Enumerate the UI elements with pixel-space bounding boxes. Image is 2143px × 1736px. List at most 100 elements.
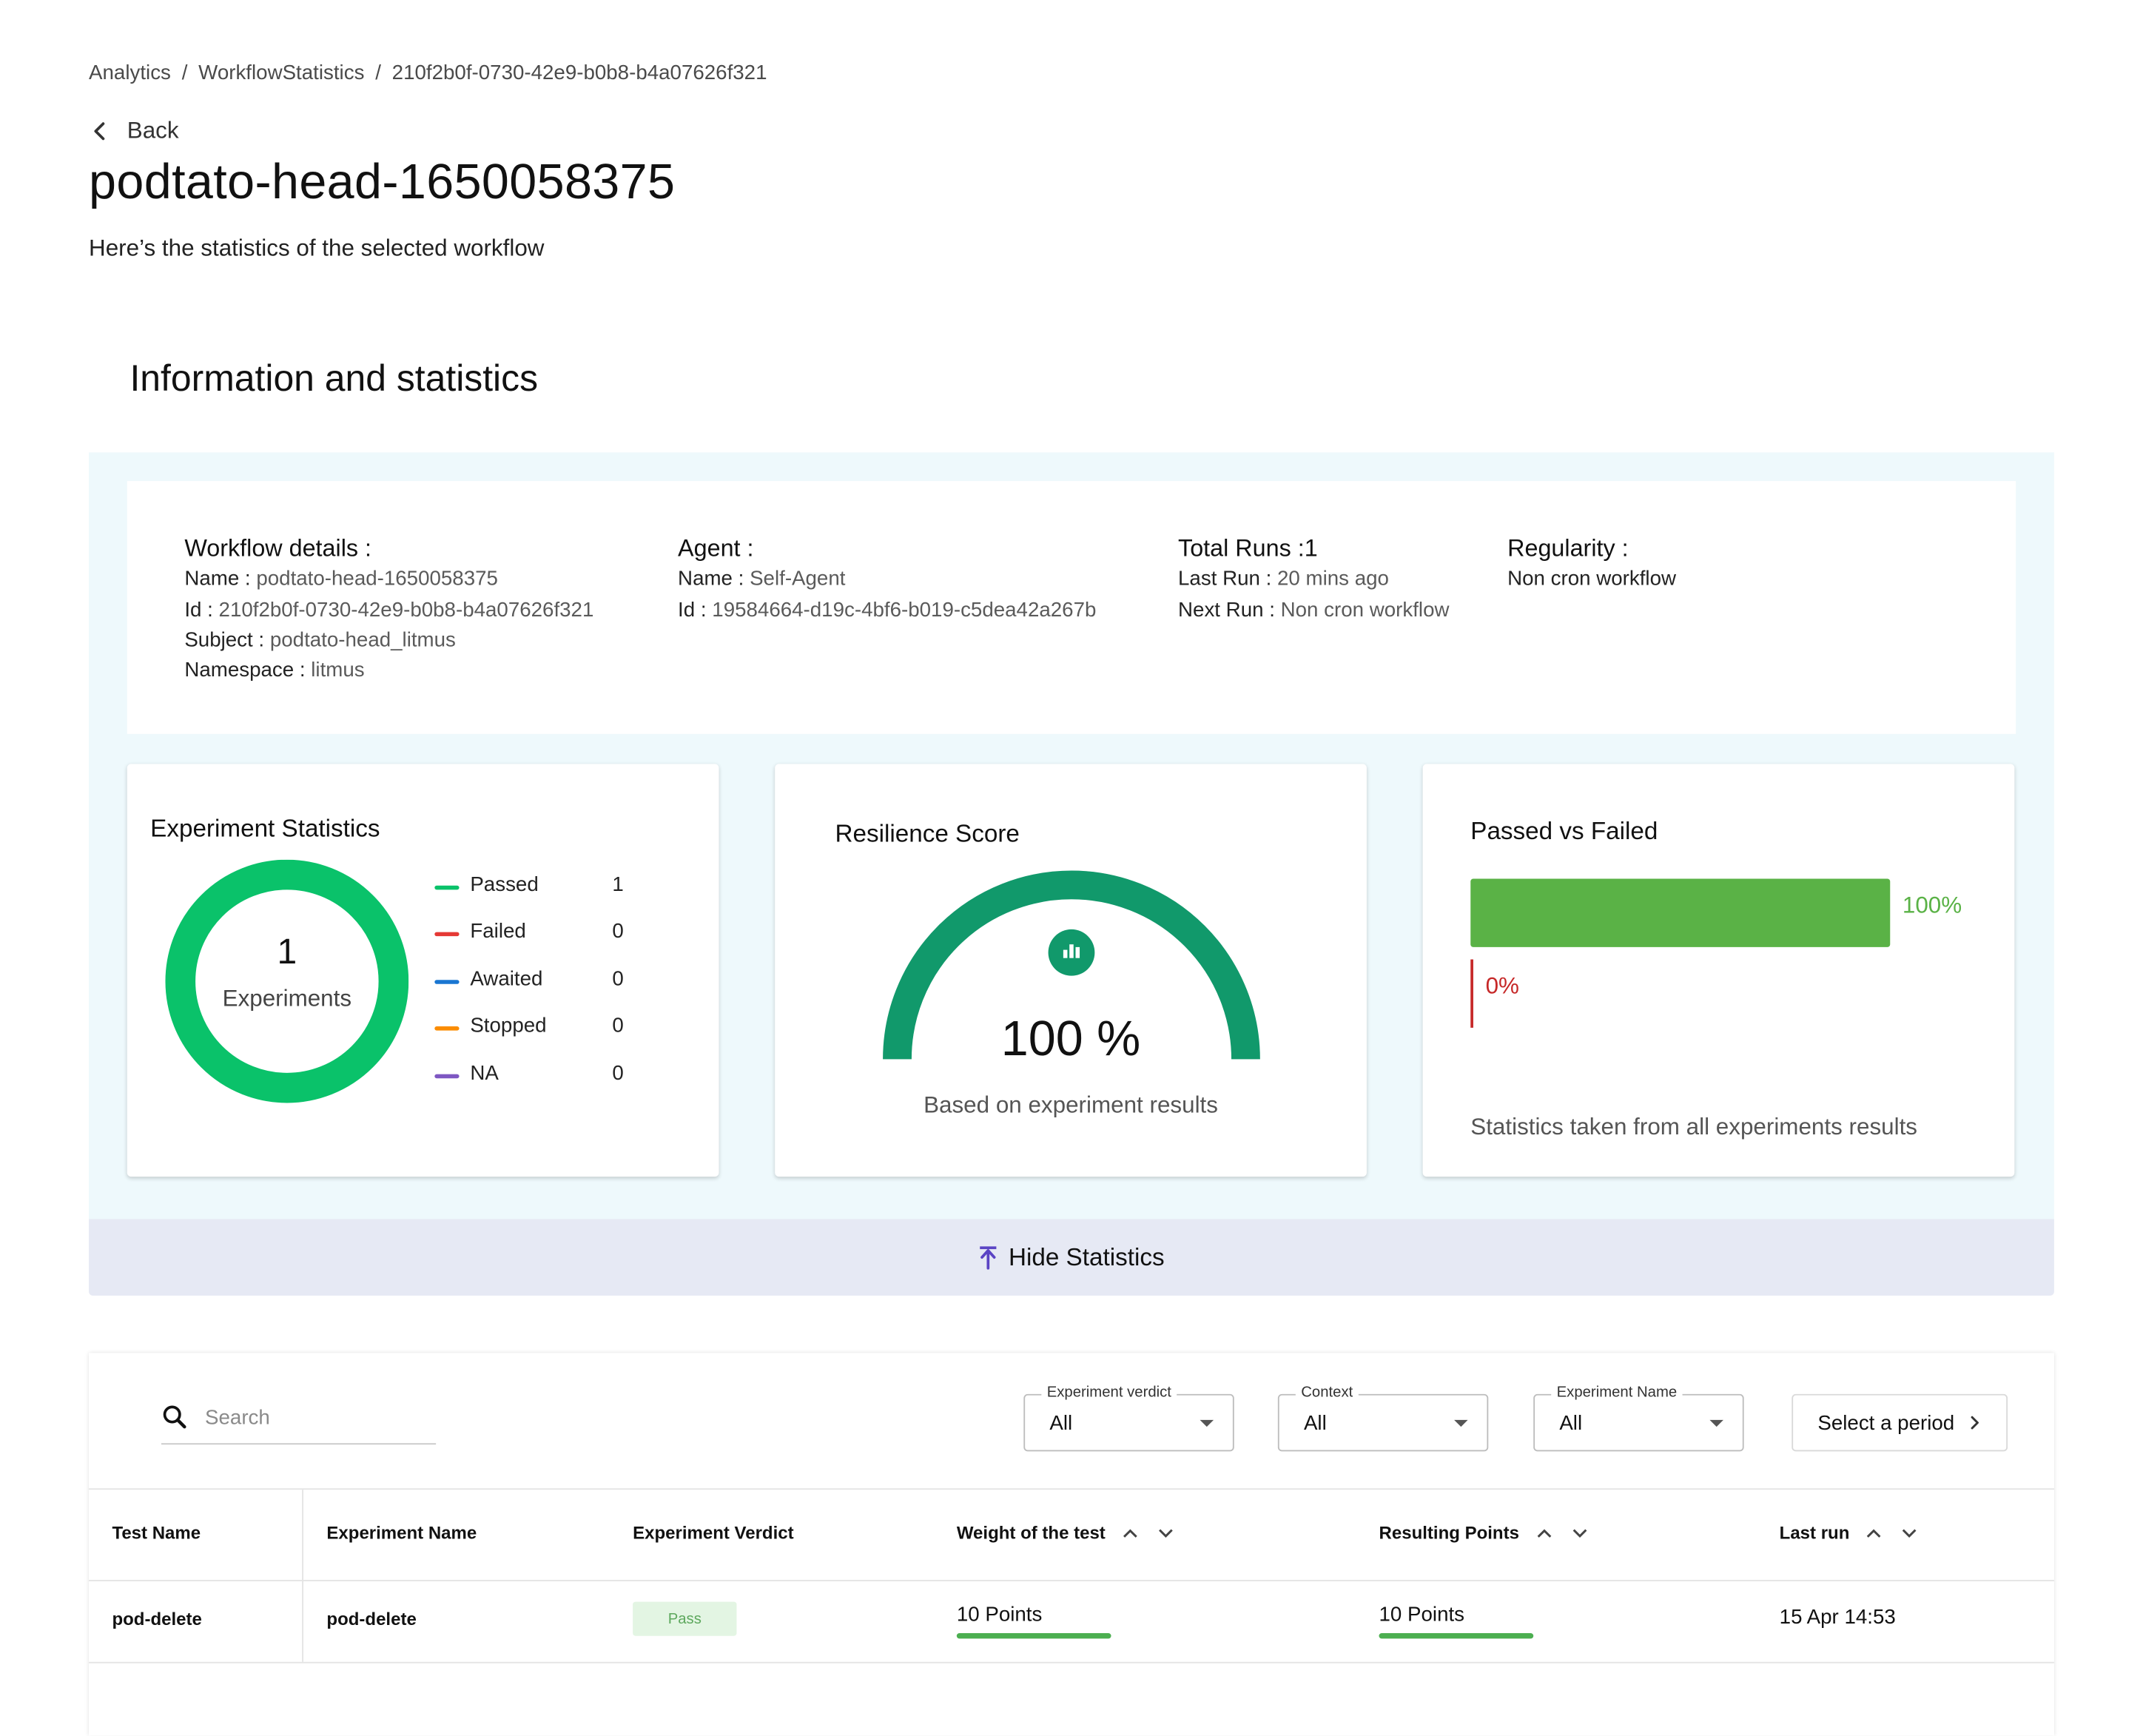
- experiments-table-card: Experiment verdict All Context All Exper…: [89, 1353, 2054, 1736]
- chart-icon-bar: [1063, 949, 1068, 958]
- label: Name :: [678, 568, 744, 591]
- breadcrumb-workflow-statistics[interactable]: WorkflowStatistics: [198, 61, 365, 85]
- legend-count: 1: [612, 873, 624, 897]
- agent-id-value: 19584664-d19c-4bf6-b019-c5dea42a267b: [712, 598, 1097, 622]
- header-weight: Weight of the test: [957, 1522, 1174, 1543]
- search-field[interactable]: [161, 1391, 437, 1445]
- regularity-heading: Regularity :: [1507, 534, 1629, 562]
- cell-test-name: pod-delete: [112, 1608, 202, 1629]
- passed-bar: [1470, 878, 1891, 947]
- legend-swatch: [434, 1026, 460, 1031]
- legend-stopped: Stopped 0: [434, 1014, 626, 1041]
- last-run-value: 20 mins ago: [1277, 568, 1389, 591]
- context-label: Context: [1295, 1384, 1359, 1402]
- passed-vs-failed-caption: Statistics taken from all experiments re…: [1470, 1114, 1918, 1140]
- workflow-id-value: 210f2b0f-0730-42e9-b0b8-b4a07626f321: [218, 598, 594, 622]
- header-experiment-name: Experiment Name: [326, 1522, 477, 1544]
- experiment-statistics-title: Experiment Statistics: [150, 814, 380, 842]
- header-resulting-points: Resulting Points: [1379, 1522, 1588, 1543]
- workflow-name-value: podtato-head-1650058375: [256, 568, 498, 591]
- sort-descending-icon[interactable]: [1571, 1527, 1587, 1538]
- header-weight-label: Weight of the test: [956, 1522, 1106, 1544]
- back-label: Back: [127, 117, 179, 144]
- table-row[interactable]: pod-delete pod-delete Pass 10 Points 10 …: [89, 1578, 2054, 1663]
- failed-percent-label: 0%: [1485, 972, 1519, 1000]
- breadcrumb-analytics[interactable]: Analytics: [89, 61, 171, 85]
- legend-count: 0: [612, 919, 624, 943]
- donut-total-label: Experiments: [223, 985, 351, 1011]
- cell-last-run: 15 Apr 14:53: [1779, 1606, 1896, 1629]
- next-run-value: Non cron workflow: [1280, 598, 1450, 622]
- agent-details: Agent : Name : Self-Agent Id : 19584664-…: [678, 533, 1096, 625]
- legend-count: 0: [612, 1062, 624, 1086]
- legend-na: NA 0: [434, 1062, 626, 1089]
- experiment-verdict-dropdown[interactable]: Experiment verdict All: [1023, 1384, 1234, 1452]
- donut-total: 1: [277, 932, 297, 972]
- header-last-run: Last run: [1780, 1522, 1918, 1543]
- breadcrumb: Analytics / WorkflowStatistics/210f2b0f-07…: [89, 61, 767, 85]
- passed-vs-failed-title: Passed vs Failed: [1470, 817, 1658, 845]
- resilience-score-title: Resilience Score: [835, 820, 1020, 848]
- agent-name-value: Self-Agent: [750, 568, 846, 591]
- legend-failed: Failed 0: [434, 920, 626, 947]
- legend-label: NA: [470, 1062, 499, 1086]
- select-period-label: Select a period: [1817, 1410, 1955, 1435]
- search-input[interactable]: [205, 1405, 411, 1429]
- legend-awaited: Awaited 0: [434, 968, 626, 995]
- resilience-gauge: [883, 870, 1260, 1060]
- context-dropdown[interactable]: Context All: [1277, 1384, 1489, 1452]
- page-subtitle: Here’s the statistics of the selected wo…: [89, 235, 545, 261]
- legend-count: 0: [612, 1014, 624, 1037]
- regularity-details: Regularity : Non cron workflow: [1507, 533, 1676, 595]
- resilience-score-card: Resilience Score 100 % Based on experime…: [775, 764, 1367, 1177]
- context-value: All: [1303, 1411, 1327, 1436]
- experiment-name-value: All: [1559, 1411, 1583, 1436]
- label: Id :: [184, 598, 213, 622]
- experiment-verdict-value: All: [1049, 1411, 1073, 1436]
- label: Last Run :: [1178, 568, 1272, 591]
- passed-percent-label: 100%: [1902, 892, 1962, 919]
- legend-label: Awaited: [470, 967, 543, 992]
- workflow-details-card: Workflow details : Name : podtato-head-1…: [127, 481, 2016, 734]
- search-icon: [163, 1405, 186, 1429]
- donut-ring-passed: [165, 859, 409, 1103]
- experiment-verdict-label: Experiment verdict: [1041, 1384, 1177, 1402]
- experiment-statistics-card: Experiment Statistics 1 Experiments Pass…: [127, 764, 719, 1177]
- sort-descending-icon[interactable]: [1157, 1527, 1174, 1538]
- legend-passed: Passed 1: [434, 873, 626, 901]
- sort-ascending-icon[interactable]: [1866, 1527, 1883, 1538]
- workflow-details: Workflow details : Name : podtato-head-1…: [184, 533, 593, 687]
- resilience-score-value: 100 %: [1000, 1009, 1141, 1066]
- total-runs-heading: Total Runs :1: [1178, 534, 1318, 562]
- header-experiment-verdict: Experiment Verdict: [633, 1522, 794, 1544]
- column-divider: [302, 1490, 304, 1581]
- dropdown-arrow-icon: [1200, 1419, 1214, 1427]
- sort-ascending-icon[interactable]: [1122, 1527, 1138, 1538]
- legend-label: Stopped: [470, 1014, 547, 1037]
- weight-value: 10 Points: [956, 1603, 1043, 1626]
- gauge-arc: [883, 870, 1260, 1060]
- experiment-name-dropdown[interactable]: Experiment Name All: [1533, 1384, 1744, 1452]
- back-button[interactable]: Back: [89, 118, 179, 145]
- label: Id :: [678, 598, 707, 622]
- header-last-run-label: Last run: [1779, 1522, 1850, 1544]
- chart-icon-bar: [1069, 944, 1074, 958]
- section-title: Information and statistics: [129, 357, 539, 400]
- page-title: podtato-head-1650058375: [89, 152, 676, 209]
- select-period-button[interactable]: Select a period: [1792, 1393, 2008, 1452]
- label: Name :: [184, 568, 251, 591]
- agent-heading: Agent :: [678, 534, 754, 562]
- label: Subject :: [184, 628, 265, 652]
- sort-ascending-icon[interactable]: [1535, 1527, 1552, 1538]
- cell-weight: 10 Points: [956, 1603, 1111, 1639]
- chart-icon-bar: [1075, 946, 1080, 958]
- dropdown-arrow-icon: [1454, 1419, 1468, 1427]
- column-divider: [302, 1578, 304, 1662]
- cell-experiment-name: pod-delete: [326, 1608, 417, 1629]
- points-bar: [1379, 1633, 1534, 1639]
- header-resulting-points-label: Resulting Points: [1379, 1522, 1519, 1544]
- hide-statistics-button[interactable]: Hide Statistics: [89, 1219, 2054, 1296]
- sort-descending-icon[interactable]: [1902, 1527, 1918, 1538]
- legend-label: Passed: [470, 873, 539, 897]
- legend-label: Failed: [470, 919, 526, 943]
